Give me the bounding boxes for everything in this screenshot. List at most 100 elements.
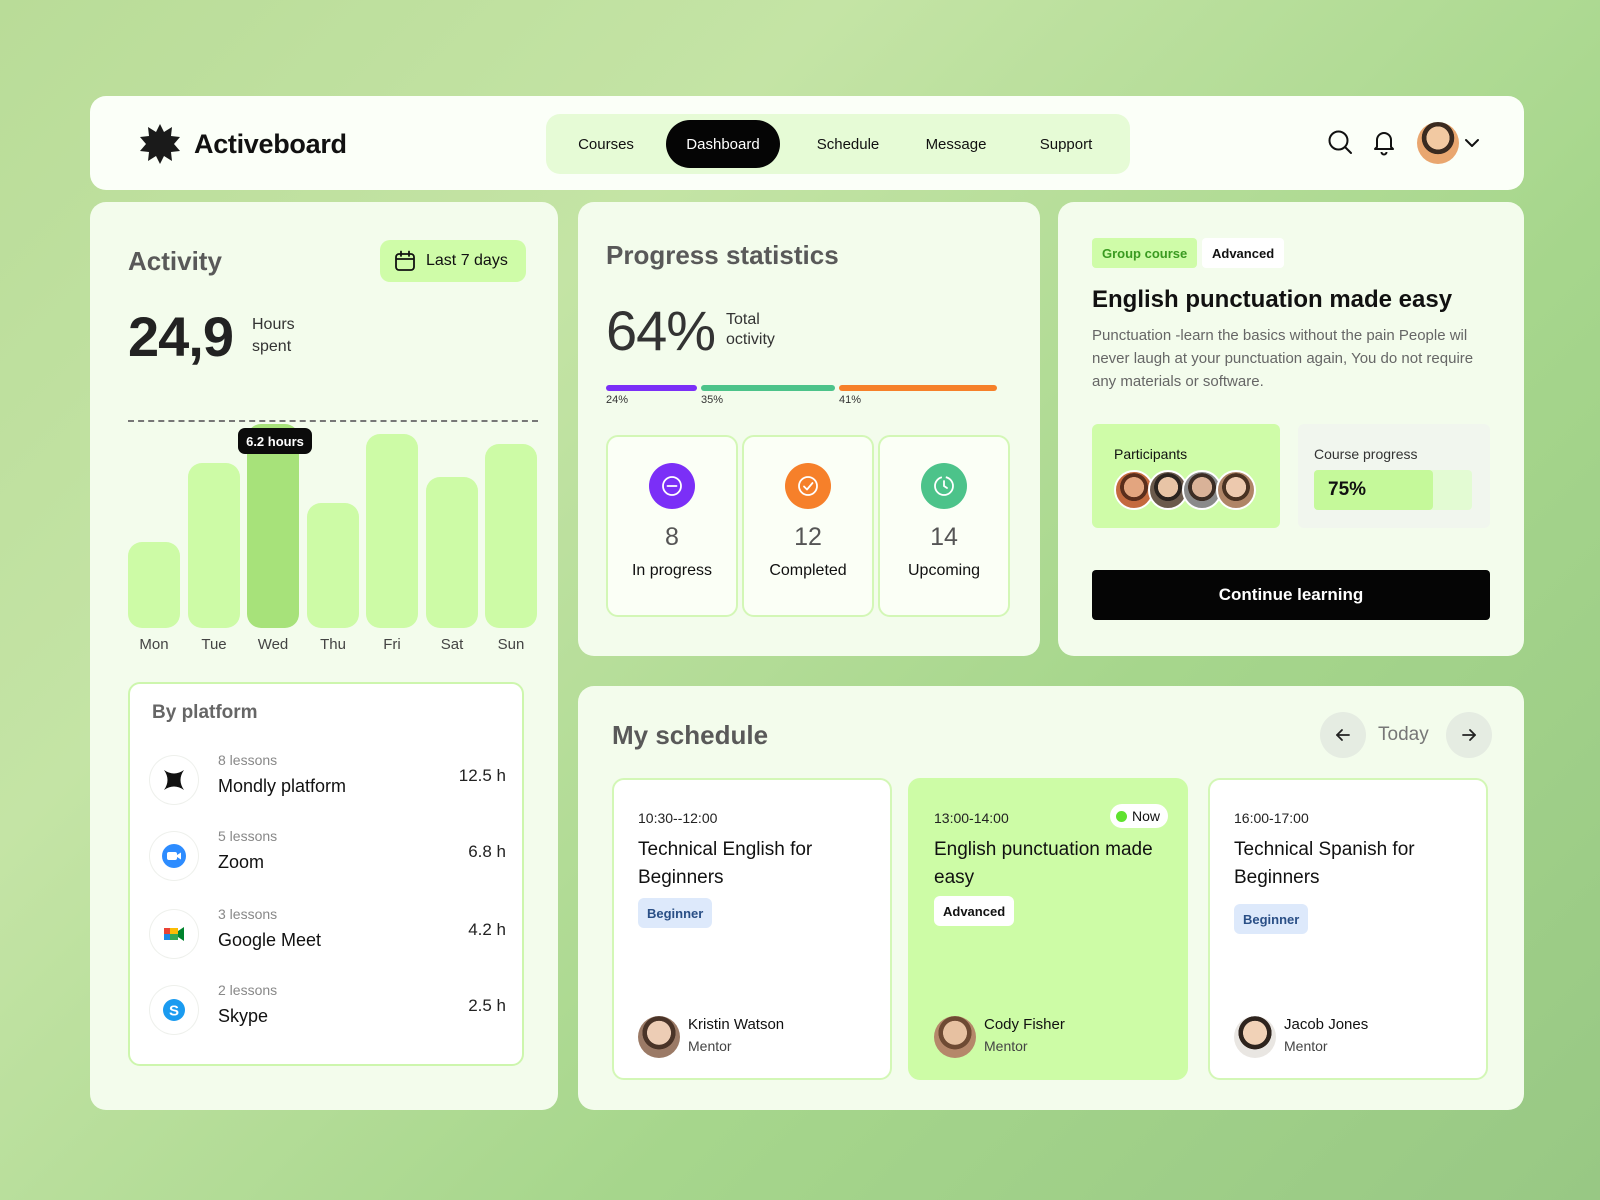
stat-label: In progress: [631, 562, 713, 579]
check-circle-icon: [785, 463, 831, 509]
activity-bar-wed[interactable]: [247, 424, 299, 628]
mentor-role: Mentor: [984, 1038, 1028, 1054]
platform-hours: 12.5 h: [458, 766, 506, 785]
mentor-avatar: [638, 1016, 680, 1058]
bar-tooltip: 6.2 hours: [238, 428, 312, 454]
now-badge: Now: [1110, 804, 1169, 828]
schedule-title: My schedule: [612, 720, 769, 750]
prev-day-button[interactable]: [1320, 712, 1366, 758]
schedule-time: 10:30--12:00: [638, 810, 718, 826]
activity-bar-sun[interactable]: [485, 444, 537, 628]
activity-bar-tue[interactable]: [188, 463, 240, 628]
activity-bar-mon[interactable]: [128, 542, 180, 628]
platform-hours: 4.2 h: [468, 920, 506, 939]
calendar-icon: [395, 250, 415, 271]
platform-row-zoom[interactable]: 5 lessons Zoom 6.8 h: [150, 826, 506, 882]
nav-schedule[interactable]: Schedule: [816, 135, 880, 153]
segment-label: 24%: [606, 394, 629, 406]
day-label: Tue: [201, 636, 227, 653]
schedule-item[interactable]: 16:00-17:00 Technical Spanish for Beginn…: [1208, 778, 1488, 1080]
schedule-item-current[interactable]: 13:00-14:00 Now English punctuation made…: [908, 778, 1188, 1080]
stat-label: Upcoming: [907, 562, 981, 579]
starburst-logo-icon: [140, 124, 180, 164]
mondly-icon: [150, 756, 198, 804]
date-range-button[interactable]: Last 7 days: [380, 240, 526, 282]
continue-learning-button[interactable]: Continue learning: [1092, 570, 1490, 620]
day-label: Sun: [497, 636, 525, 653]
user-avatar[interactable]: [1417, 122, 1459, 164]
platform-row-mondly[interactable]: 8 lessons Mondly platform 12.5 h: [150, 750, 506, 806]
search-icon[interactable]: [1326, 128, 1354, 156]
stat-label: Completed: [769, 562, 847, 579]
course-progress-fill: 75%: [1314, 470, 1433, 510]
day-label: Fri: [383, 636, 401, 653]
schedule-course-name: Technical English for Beginners: [638, 839, 813, 888]
segment-label: 41%: [839, 394, 862, 406]
schedule-time: 13:00-14:00: [934, 810, 1009, 826]
mentor-name: Cody Fisher: [984, 1016, 1065, 1033]
stat-in-progress[interactable]: 8 In progress: [606, 435, 738, 617]
platform-row-skype[interactable]: S 2 lessons Skype 2.5 h: [150, 980, 506, 1036]
nav-message[interactable]: Message: [925, 135, 987, 153]
participants-panel[interactable]: Participants: [1092, 424, 1280, 528]
participant-avatar: [1148, 470, 1188, 510]
nav-support[interactable]: Support: [1039, 135, 1093, 153]
stat-upcoming[interactable]: 14 Upcoming: [878, 435, 1010, 617]
course-progress-label: Course progress: [1314, 446, 1418, 462]
next-day-button[interactable]: [1446, 712, 1492, 758]
level-badge: Beginner: [1234, 904, 1309, 934]
platform-name: Mondly platform: [218, 776, 347, 796]
google-meet-icon: [150, 910, 198, 958]
clock-icon: [921, 463, 967, 509]
progress-segment: [839, 385, 997, 391]
day-label: Thu: [320, 636, 346, 653]
skype-icon: S: [150, 986, 198, 1034]
stat-completed[interactable]: 12 Completed: [742, 435, 874, 617]
course-description: Punctuation -learn the basics without th…: [1092, 327, 1474, 390]
mentor-avatar: [1234, 1016, 1276, 1058]
day-label: Wed: [257, 636, 289, 653]
mentor-role: Mentor: [1284, 1038, 1328, 1054]
schedule-course-name: English punctuation made easy: [934, 839, 1153, 888]
mentor-name: Kristin Watson: [688, 1016, 785, 1033]
platform-name: Zoom: [218, 852, 265, 872]
today-label[interactable]: Today: [1378, 724, 1429, 745]
zoom-icon: [150, 832, 198, 880]
platform-lessons: 5 lessons: [218, 828, 278, 844]
platform-row-google-meet[interactable]: 3 lessons Google Meet 4.2 h: [150, 904, 506, 960]
main-nav: Courses Dashboard Schedule Message Suppo…: [546, 114, 1130, 174]
course-progress-panel: Course progress 75%: [1298, 424, 1490, 528]
nav-courses[interactable]: Courses: [578, 135, 634, 153]
nav-dashboard[interactable]: Dashboard: [666, 120, 780, 168]
now-label: Now: [1132, 808, 1161, 824]
participant-avatar: [1216, 470, 1256, 510]
hours-label: Hours spent: [252, 316, 295, 355]
svg-text:S: S: [169, 1003, 179, 1020]
platform-name: Skype: [218, 1006, 269, 1026]
progress-segment: [606, 385, 697, 391]
activity-bar-fri[interactable]: [366, 434, 418, 628]
stat-count: 12: [794, 523, 822, 551]
chevron-down-icon[interactable]: [1463, 134, 1481, 152]
featured-course-card: Group course Advanced English punctuatio…: [1058, 202, 1524, 656]
live-dot-icon: [1116, 810, 1127, 822]
by-platform-panel: By platform 8 lessons Mondly platform 12…: [128, 682, 524, 1066]
my-schedule-card: My schedule Today 10:30--12:00 Technical…: [578, 686, 1524, 1110]
total-hours: 24,9: [128, 305, 234, 368]
arrow-left-icon: [1336, 729, 1350, 741]
course-title: English punctuation made easy: [1092, 286, 1453, 313]
schedule-item[interactable]: 10:30--12:00 Technical English for Begin…: [612, 778, 892, 1080]
app-name: Activeboard: [194, 128, 347, 159]
platform-hours: 2.5 h: [468, 996, 506, 1015]
stat-count: 8: [665, 523, 679, 551]
activity-card: Activity Last 7 days 24,9 Hours spent Mo…: [90, 202, 558, 1110]
top-header: Activeboard Courses Dashboard Schedule M…: [90, 96, 1524, 190]
logo[interactable]: Activeboard: [138, 122, 347, 166]
tag-group-course: Group course: [1092, 238, 1198, 268]
activity-bar-thu[interactable]: [307, 503, 359, 628]
day-label: Sat: [440, 636, 464, 653]
stat-count: 14: [930, 523, 958, 551]
activity-title: Activity: [128, 246, 222, 276]
bell-icon[interactable]: [1370, 128, 1398, 156]
activity-bar-sat[interactable]: [426, 477, 478, 628]
